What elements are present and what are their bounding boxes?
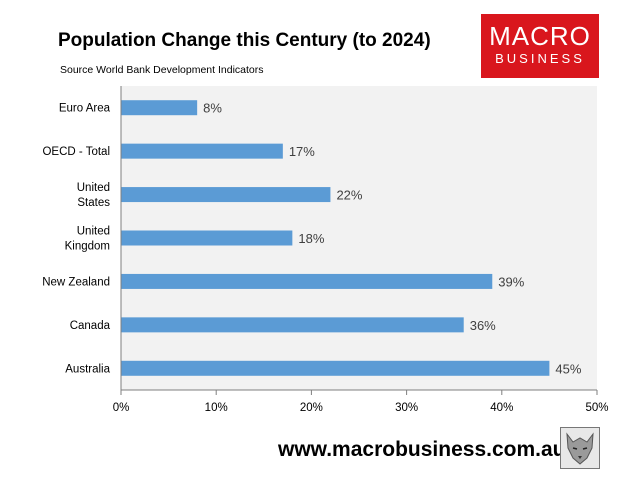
bar [121,230,293,246]
category-label: New Zealand [42,276,110,288]
data-label: 36% [470,318,496,333]
bar [121,360,550,376]
chart-subtitle: Source World Bank Development Indicators [60,64,264,76]
logo-line-2: BUSINESS [495,51,585,66]
category-label: United States [77,182,110,209]
x-tick-label: 10% [205,402,228,414]
category-label: OECD - Total [42,146,110,158]
x-tick-label: 30% [395,402,418,414]
data-label: 22% [336,188,362,203]
x-tick-label: 50% [585,402,608,414]
data-label: 45% [555,361,581,376]
data-label: 8% [203,101,222,116]
data-label: 18% [298,231,324,246]
data-label: 17% [289,144,315,159]
bar [121,273,493,289]
bar [121,187,331,203]
wolf-logo-icon [560,427,600,469]
category-label: Australia [65,363,110,375]
chart-title: Population Change this Century (to 2024) [58,30,431,51]
macrobusiness-logo: MACRO BUSINESS [481,14,599,78]
x-tick-label: 20% [300,402,323,414]
x-tick-label: 0% [113,402,130,414]
bar [121,100,198,116]
logo-line-1: MACRO [489,21,591,51]
footer-url: www.macrobusiness.com.au [278,438,566,461]
bar [121,317,464,333]
data-label: 39% [498,274,524,289]
bar [121,143,283,159]
x-tick-label: 40% [490,402,513,414]
category-label: United Kingdom [65,226,110,253]
category-label: Canada [70,320,111,332]
category-label: Euro Area [59,103,111,115]
